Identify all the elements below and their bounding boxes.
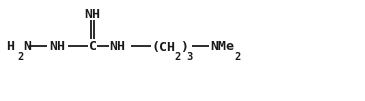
Text: 2: 2: [174, 52, 180, 62]
Text: (CH: (CH: [151, 41, 176, 54]
Text: ): ): [180, 41, 188, 54]
Text: H: H: [7, 41, 15, 54]
Text: 2: 2: [234, 52, 240, 62]
Text: NH: NH: [49, 41, 65, 54]
Text: N: N: [23, 41, 31, 54]
Text: NMe: NMe: [210, 41, 234, 54]
Text: NH: NH: [110, 41, 126, 54]
Text: C: C: [89, 41, 97, 54]
Text: NH: NH: [85, 8, 101, 21]
Text: 3: 3: [186, 52, 192, 62]
Text: 2: 2: [18, 52, 24, 62]
